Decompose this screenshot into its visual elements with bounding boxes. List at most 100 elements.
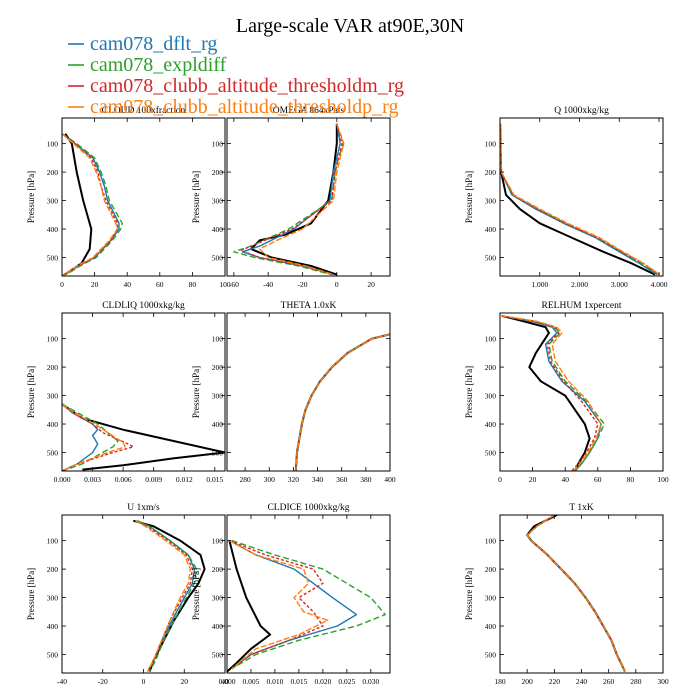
- panel-4: CLDLIQ 1000xkg/kg 0.000 0.003 0.006 0.009 0.0…: [26, 301, 226, 484]
- y-axis-label: Pressure [hPa]: [26, 171, 36, 223]
- panel-title: CLDLIQ 1000xkg/kg: [102, 301, 185, 311]
- series-line-3: [135, 520, 194, 672]
- series-line-2: [526, 515, 626, 672]
- x-tick-label: 60: [594, 475, 602, 484]
- y-tick-label: 300: [212, 594, 224, 603]
- legend-label: cam078_clubb_altitude_thresholdm_rg: [90, 75, 404, 97]
- y-axis-label: Pressure [hPa]: [464, 568, 474, 620]
- series-line-2: [62, 403, 119, 471]
- y-tick-label: 300: [47, 594, 59, 603]
- x-tick-label: 0.010: [267, 677, 284, 686]
- series-line-4: [500, 123, 661, 276]
- plot-frame: [499, 514, 664, 674]
- panel-title: Q 1000xkg/kg: [554, 106, 609, 116]
- y-axis-label: Pressure [hPa]: [26, 568, 36, 620]
- x-tick-label: 0.020: [314, 677, 331, 686]
- panel-title: CLDICE 1000xkg/kg: [267, 503, 349, 513]
- series-line-4: [501, 315, 602, 471]
- x-tick-label: 0: [498, 475, 502, 484]
- series-group: [294, 333, 390, 471]
- y-tick-label: 400: [47, 225, 59, 234]
- series-line-0: [526, 515, 626, 673]
- y-tick-label: 100: [47, 140, 59, 149]
- x-tick-label: 0: [335, 280, 339, 289]
- panel-title: THETA 1.0xK: [281, 301, 337, 311]
- y-tick-label: 500: [47, 650, 59, 659]
- y-tick-label: 100: [485, 335, 497, 344]
- x-tick-label: 340: [312, 475, 324, 484]
- series-line-4: [135, 520, 192, 672]
- x-tick-label: 0.003: [84, 475, 101, 484]
- x-tick-label: 100: [219, 280, 231, 289]
- y-tick-label: 500: [485, 253, 497, 262]
- y-tick-label: 300: [212, 392, 224, 401]
- x-tick-label: 100: [657, 475, 669, 484]
- y-tick-label: 300: [47, 197, 59, 206]
- y-axis-label: Pressure [hPa]: [26, 366, 36, 418]
- series-group: [233, 123, 345, 276]
- plot-frame: [226, 514, 391, 674]
- series-line-2: [500, 123, 660, 276]
- y-tick-label: 200: [47, 565, 59, 574]
- x-tick-label: 20: [367, 280, 375, 289]
- series-line-4: [62, 403, 126, 471]
- y-tick-label: 400: [485, 622, 497, 631]
- legend-label: cam078_clubb_altitude_thresholdp_rg: [90, 96, 398, 118]
- x-tick-label: -60: [229, 280, 239, 289]
- y-tick-label: 100: [212, 537, 224, 546]
- x-tick-label: 260: [603, 677, 615, 686]
- y-tick-label: 400: [47, 420, 59, 429]
- y-tick-label: 500: [212, 650, 224, 659]
- series-line-1: [295, 333, 390, 471]
- series-line-4: [229, 539, 329, 670]
- series-line-1: [500, 123, 658, 276]
- x-tick-label: 40: [561, 475, 569, 484]
- x-tick-label: 40: [221, 677, 229, 686]
- plot-frame: [61, 312, 226, 472]
- y-tick-label: 400: [485, 225, 497, 234]
- x-tick-label: 0.005: [243, 677, 260, 686]
- series-group: [500, 123, 661, 276]
- y-tick-label: 500: [485, 650, 497, 659]
- x-tick-label: 3.000: [611, 280, 628, 289]
- series-line-1: [62, 133, 120, 276]
- series-line-4: [526, 515, 626, 672]
- series-line-2: [233, 123, 345, 276]
- x-tick-label: 180: [494, 677, 506, 686]
- y-axis-label: Pressure [hPa]: [464, 366, 474, 418]
- x-tick-label: -40: [263, 280, 273, 289]
- y-tick-label: 200: [485, 363, 497, 372]
- panel-5: THETA 1.0xK 280 300 320 340 360 380 400 100 200 30…: [191, 301, 396, 484]
- series-line-0: [501, 314, 591, 471]
- panel-title: CLOUD 100xfraction: [102, 105, 186, 116]
- y-tick-label: 300: [485, 392, 497, 401]
- y-tick-label: 200: [485, 168, 497, 177]
- series-line-0: [500, 123, 656, 276]
- y-axis-label: Pressure [hPa]: [191, 366, 201, 418]
- x-tick-label: 0.012: [176, 475, 193, 484]
- legend-label: cam078_dflt_rg: [90, 33, 217, 55]
- x-tick-label: 0.015: [206, 475, 223, 484]
- panel-title: RELHUM 1xpercent: [542, 301, 622, 311]
- x-tick-label: 0.025: [338, 677, 355, 686]
- series-line-0: [62, 403, 225, 471]
- series-group: [62, 133, 123, 276]
- legend-item-1: cam078_dflt_rg: [68, 33, 217, 55]
- plot-frame: [499, 117, 664, 277]
- x-tick-label: 280: [239, 475, 251, 484]
- y-tick-label: 300: [212, 197, 224, 206]
- y-tick-label: 200: [212, 565, 224, 574]
- x-tick-label: 360: [336, 475, 348, 484]
- legend-item-2: cam078_expldiff: [68, 54, 227, 76]
- x-tick-label: 220: [549, 677, 561, 686]
- series-group: [62, 403, 225, 471]
- panel-title: T 1xK: [569, 503, 594, 513]
- x-tick-label: 200: [522, 677, 534, 686]
- series-line-4: [62, 133, 119, 276]
- y-axis-label: Pressure [hPa]: [191, 171, 201, 223]
- series-line-0: [227, 540, 272, 673]
- y-tick-label: 500: [47, 448, 59, 457]
- legend-label: cam078_expldiff: [90, 54, 227, 76]
- x-tick-label: 320: [288, 475, 300, 484]
